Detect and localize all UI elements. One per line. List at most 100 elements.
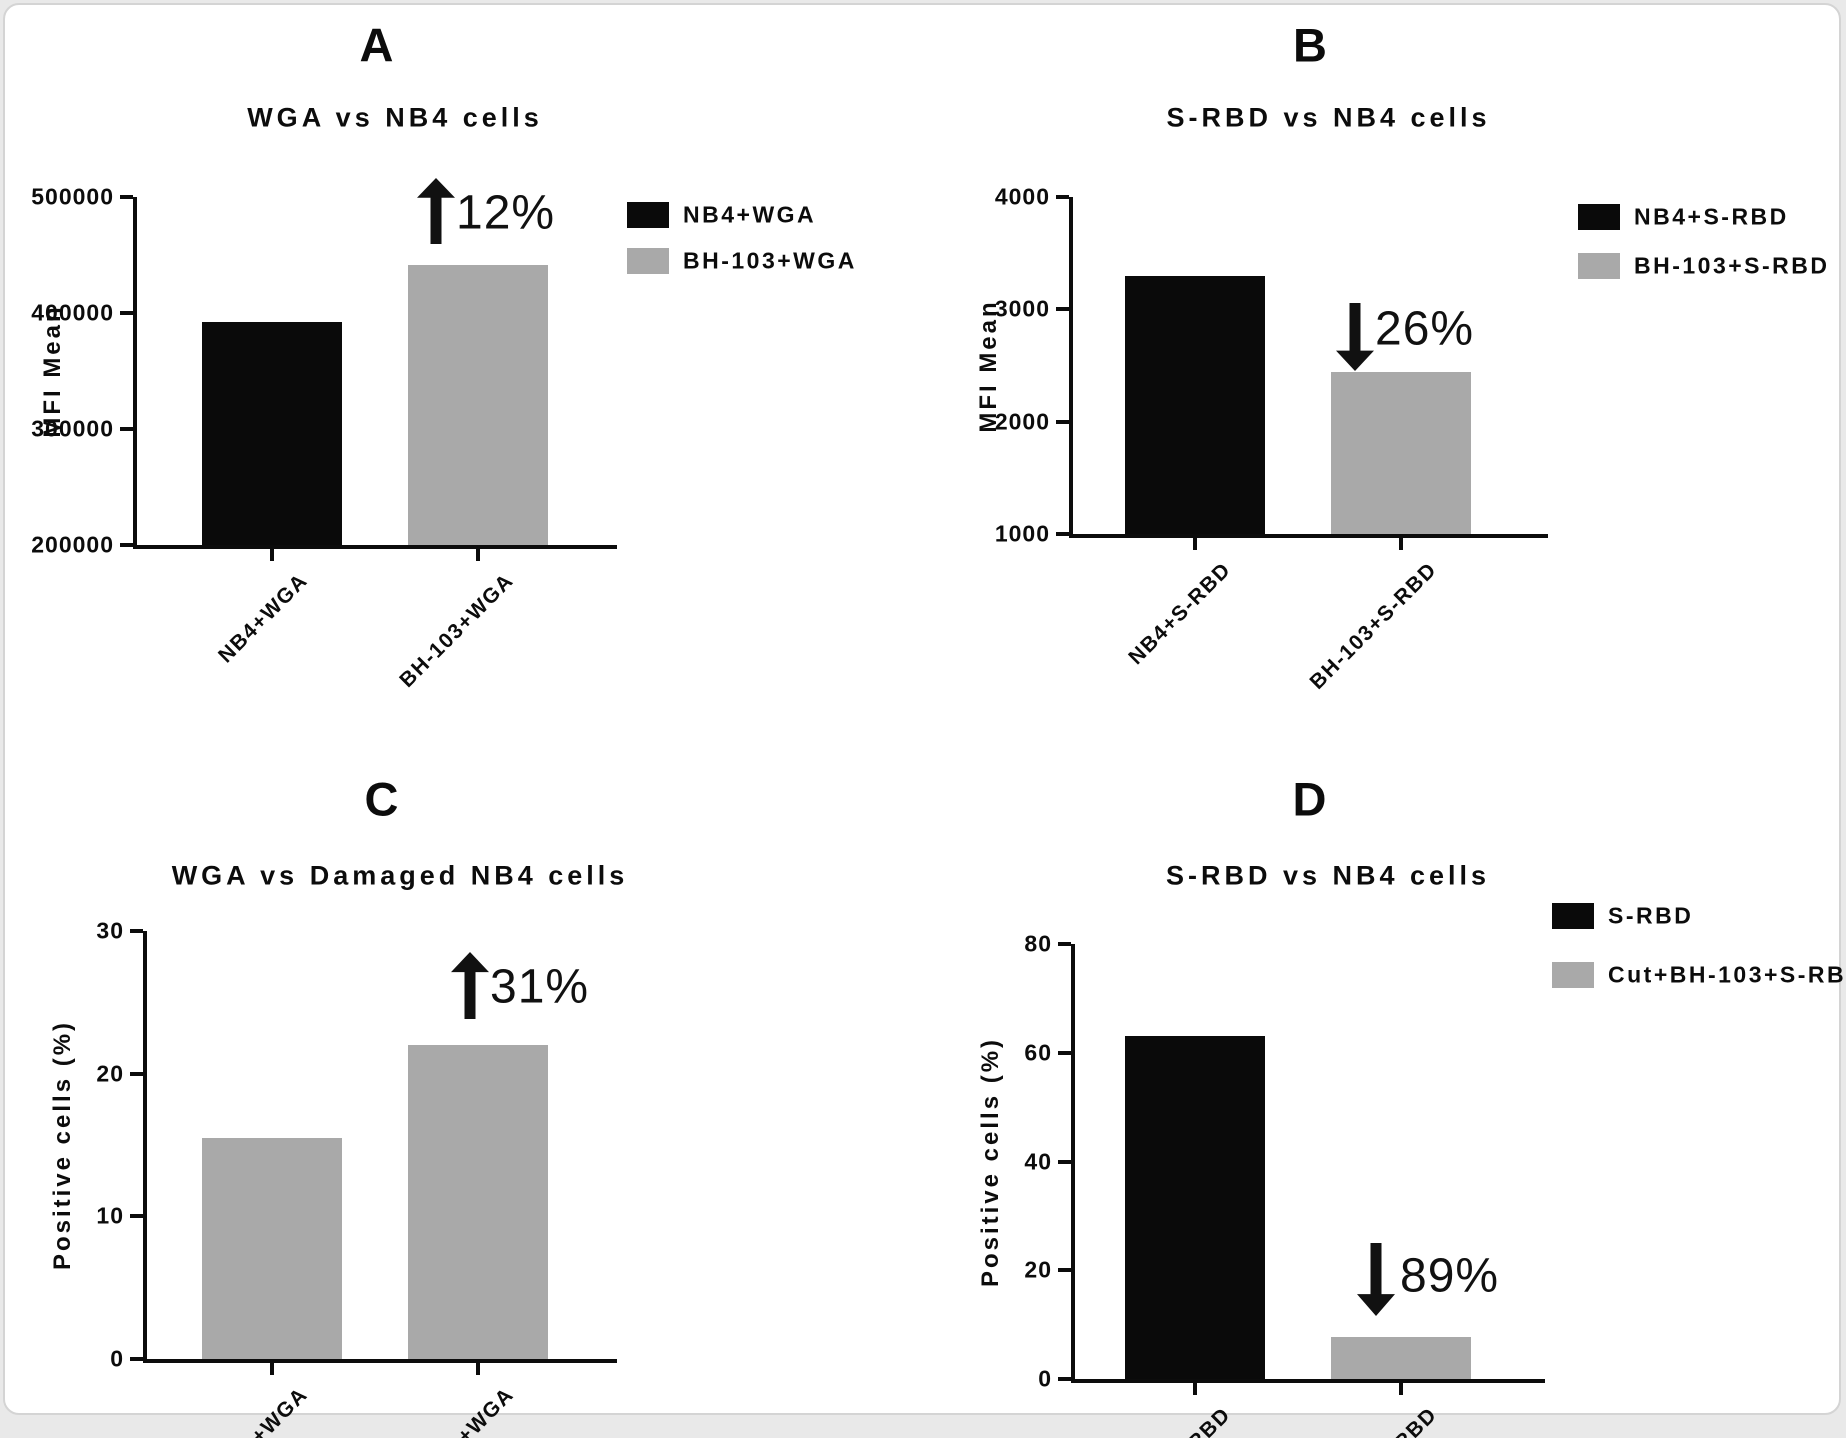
y-tick bbox=[130, 1357, 143, 1361]
x-category-label: Cut+WGA bbox=[218, 1383, 313, 1438]
panel-letter: D bbox=[1292, 772, 1328, 826]
y-tick-label: 0 bbox=[1038, 1365, 1052, 1392]
panel-B: B S-RBD vs NB4 cells MFI Mean 1000 2000 30… bbox=[923, 0, 1846, 719]
y-axis bbox=[1071, 944, 1075, 1383]
bar-BH-103+S-RBD bbox=[1331, 372, 1471, 534]
y-axis bbox=[143, 931, 147, 1363]
bar-NB4+WGA bbox=[202, 322, 342, 545]
y-tick-label: 0 bbox=[110, 1345, 124, 1372]
legend-swatch-BH-103+WGA bbox=[627, 248, 669, 274]
y-tick-label: 10 bbox=[96, 1202, 124, 1229]
annotation-percent: 26% bbox=[1375, 302, 1475, 356]
y-axis-label: Positive cells (%) bbox=[977, 1036, 1004, 1287]
legend-label: NB4+S-RBD bbox=[1634, 203, 1789, 230]
y-tick bbox=[130, 1071, 143, 1076]
increase-arrow-icon bbox=[451, 952, 489, 1024]
y-tick bbox=[130, 1214, 143, 1219]
panel-letter: B bbox=[1293, 18, 1328, 72]
chart-title: S-RBD vs NB4 cells bbox=[1165, 860, 1491, 891]
y-axis bbox=[1069, 197, 1073, 538]
y-tick bbox=[130, 929, 143, 933]
y-tick-label: 80 bbox=[1024, 930, 1052, 957]
panel-C: C WGA vs Damaged NB4 cells Positive cell… bbox=[0, 719, 923, 1438]
y-tick-label: 500000 bbox=[31, 183, 114, 210]
bar-Cut+BH-103+S-RBD bbox=[1331, 1337, 1471, 1379]
y-tick-label: 400000 bbox=[31, 299, 114, 326]
y-tick-label: 1000 bbox=[994, 520, 1050, 547]
y-tick-label: 30 bbox=[96, 917, 124, 944]
panel-A: A WGA vs NB4 cells MFI Mean 200000 300000… bbox=[0, 0, 923, 719]
y-tick bbox=[120, 543, 133, 547]
x-axis bbox=[1069, 534, 1548, 538]
y-tick-label: 4000 bbox=[994, 183, 1050, 210]
increase-arrow-icon bbox=[417, 178, 455, 249]
legend-swatch-S-RBD bbox=[1552, 903, 1594, 929]
y-tick-label: 20 bbox=[96, 1060, 124, 1087]
bar-S-RBD bbox=[1125, 1036, 1265, 1379]
legend-label: S-RBD bbox=[1608, 902, 1694, 929]
panel-D: D S-RBD vs NB4 cells Positive cells (%) … bbox=[923, 719, 1846, 1438]
legend-swatch-Cut+BH-103+S-RBD bbox=[1552, 962, 1594, 988]
y-tick-label: 200000 bbox=[31, 531, 114, 558]
bar-BH-103+WGA bbox=[408, 265, 548, 545]
x-category-label: Cut+BH-103+S-RBD bbox=[1268, 1403, 1442, 1438]
panel-letter: A bbox=[359, 18, 395, 72]
y-tick bbox=[1056, 419, 1069, 424]
decrease-arrow-icon bbox=[1357, 1243, 1395, 1321]
y-tick-label: 300000 bbox=[31, 415, 114, 442]
y-tick-label: 40 bbox=[1024, 1148, 1052, 1174]
y-axis-label: Positive cells (%) bbox=[49, 1019, 76, 1271]
y-tick bbox=[1058, 1377, 1071, 1381]
x-tick bbox=[1399, 538, 1403, 550]
x-tick bbox=[270, 1363, 274, 1375]
y-axis bbox=[133, 197, 137, 549]
y-tick bbox=[1056, 532, 1069, 536]
annotation-percent: 89% bbox=[1400, 1249, 1500, 1303]
y-tick bbox=[120, 195, 133, 199]
x-axis bbox=[143, 1359, 617, 1363]
x-axis bbox=[133, 545, 617, 549]
bar-Cut+WGA bbox=[202, 1137, 342, 1359]
x-tick bbox=[476, 549, 480, 561]
y-tick bbox=[120, 427, 133, 431]
y-tick bbox=[1058, 1050, 1071, 1055]
x-category-label: NB4+WGA bbox=[213, 569, 313, 668]
chart-title: S-RBD vs NB4 cells bbox=[1166, 102, 1491, 133]
decrease-arrow-icon bbox=[1336, 303, 1374, 376]
chart-title: WGA vs NB4 cells bbox=[247, 102, 543, 133]
legend-label: NB4+WGA bbox=[683, 201, 817, 228]
y-tick bbox=[1056, 195, 1069, 199]
y-tick-label: 60 bbox=[1024, 1039, 1052, 1066]
y-tick bbox=[120, 311, 133, 315]
y-tick bbox=[1056, 307, 1069, 312]
x-category-label: NB4+S-RBD bbox=[1124, 558, 1236, 670]
x-tick bbox=[1399, 1383, 1403, 1395]
bar-Cut+BH-103+WGA bbox=[408, 1045, 548, 1359]
y-tick bbox=[1058, 942, 1071, 946]
annotation-percent: 12% bbox=[456, 186, 556, 240]
y-tick-label: 3000 bbox=[994, 295, 1050, 322]
x-tick bbox=[476, 1363, 480, 1375]
annotation-percent: 31% bbox=[490, 960, 590, 1014]
bar-NB4+S-RBD bbox=[1125, 275, 1265, 534]
panel-letter: C bbox=[364, 772, 400, 826]
x-category-label: Cut+BH-103+WGA bbox=[358, 1383, 519, 1438]
x-tick bbox=[270, 549, 274, 561]
x-category-label: S-RBD bbox=[1166, 1403, 1236, 1438]
x-tick bbox=[1193, 538, 1197, 550]
legend-label: Cut+BH-103+S-RBD bbox=[1608, 961, 1846, 988]
legend-label: BH-103+WGA bbox=[683, 247, 857, 274]
legend-swatch-NB4+S-RBD bbox=[1578, 204, 1620, 230]
chart-title: WGA vs Damaged NB4 cells bbox=[171, 860, 629, 891]
x-category-label: BH-103+WGA bbox=[395, 569, 519, 693]
legend-label: BH-103+S-RBD bbox=[1634, 252, 1830, 279]
y-tick-label: 20 bbox=[1024, 1256, 1052, 1283]
legend-swatch-BH-103+S-RBD bbox=[1578, 253, 1620, 279]
x-axis bbox=[1071, 1379, 1545, 1383]
x-category-label: BH-103+S-RBD bbox=[1305, 558, 1442, 694]
x-tick bbox=[1193, 1383, 1197, 1395]
y-tick-label: 2000 bbox=[994, 408, 1050, 435]
legend-swatch-NB4+WGA bbox=[627, 202, 669, 228]
y-tick bbox=[1058, 1159, 1071, 1164]
